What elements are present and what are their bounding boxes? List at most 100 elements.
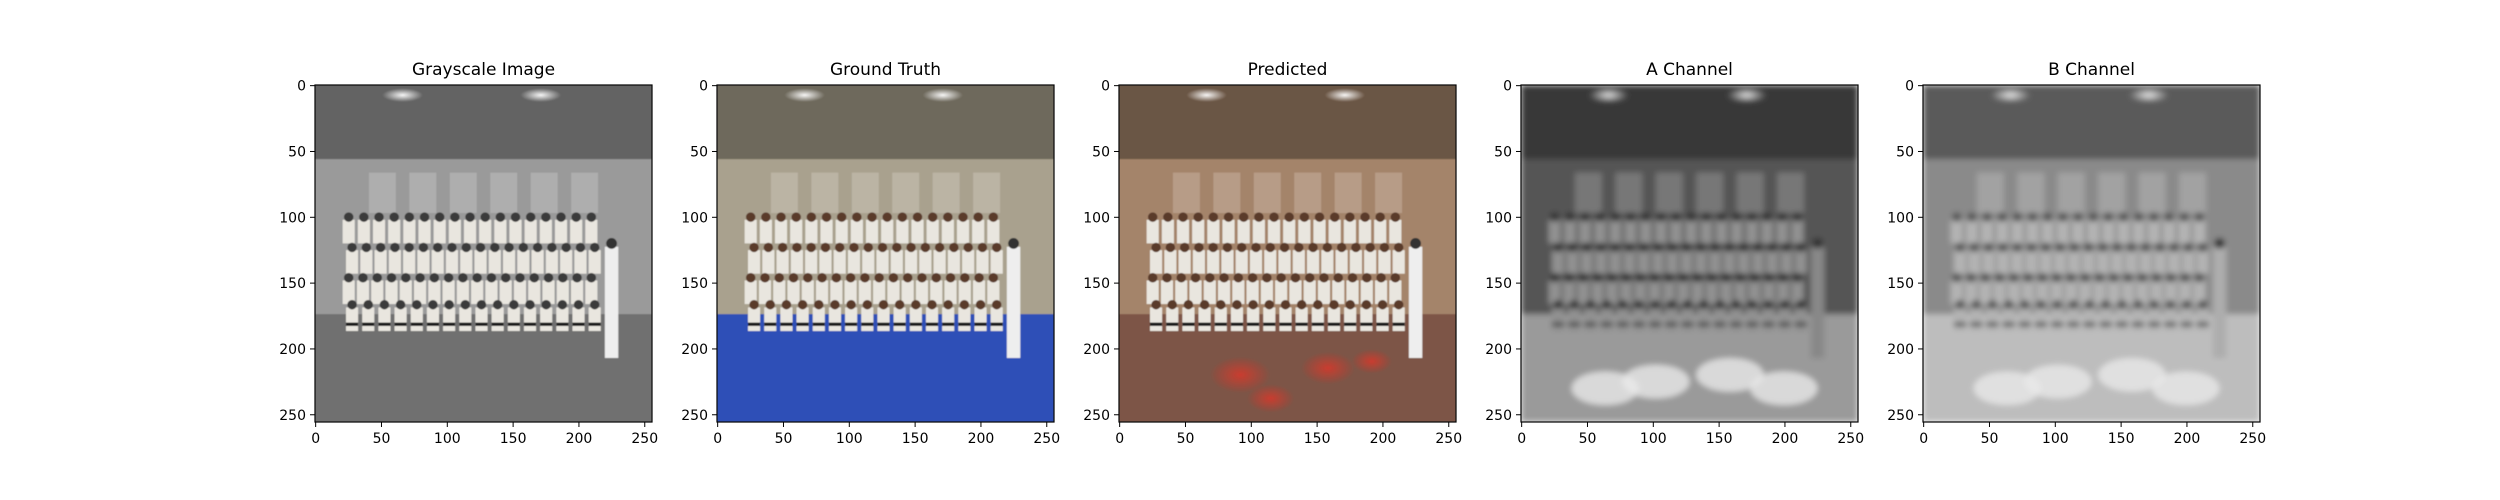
person-head <box>2037 273 2048 283</box>
person-body <box>2034 307 2048 332</box>
person-head <box>949 242 959 253</box>
person-body <box>528 280 541 305</box>
person-body <box>1729 307 1743 332</box>
person-body <box>1317 280 1331 305</box>
person-head <box>372 273 382 283</box>
person-head <box>1236 242 1247 253</box>
person-head <box>849 242 859 253</box>
panel-image <box>1923 85 2260 422</box>
person-head <box>1678 273 1688 283</box>
y-tick-label: 200 <box>279 342 306 358</box>
person-body <box>2193 280 2206 305</box>
person-body <box>774 219 788 244</box>
person-belt <box>426 322 440 326</box>
person-belt <box>346 322 359 326</box>
person-body <box>2153 250 2166 274</box>
person-head <box>1322 242 1333 253</box>
person-body <box>1192 250 1205 274</box>
person-head <box>2197 242 2208 253</box>
person-head <box>2083 242 2094 253</box>
wall-panel <box>851 172 879 214</box>
person-body <box>972 219 985 244</box>
person-head <box>2055 242 2065 253</box>
person-body <box>488 250 501 274</box>
person-head <box>480 212 490 222</box>
person-head <box>781 300 792 310</box>
person-body <box>491 307 504 332</box>
person-body <box>1203 280 1216 305</box>
person-body <box>881 219 894 244</box>
person-head <box>1753 242 1763 253</box>
person-body <box>805 250 818 274</box>
person-body <box>974 307 987 332</box>
person-head <box>1781 242 1792 253</box>
person-head <box>1313 300 1323 310</box>
person-head <box>2166 273 2176 283</box>
x-tick-label: 200 <box>1370 431 1397 447</box>
person-body <box>571 280 584 305</box>
person-head <box>1607 273 1617 283</box>
wall-panel <box>2179 172 2207 214</box>
person-body <box>1623 250 1636 274</box>
person-belt <box>410 322 423 326</box>
person-head <box>1151 242 1161 253</box>
person-head <box>1147 212 1158 222</box>
person-head <box>1610 212 1621 222</box>
person-head <box>1987 300 1998 310</box>
person-body <box>556 307 569 332</box>
person-body <box>574 250 587 274</box>
person-body <box>1609 219 1622 244</box>
person-body <box>1264 250 1277 274</box>
person-head <box>1254 212 1264 222</box>
person-body <box>588 250 601 274</box>
person-head <box>343 273 354 283</box>
person-head <box>1365 242 1375 253</box>
person-head <box>1698 300 1709 310</box>
person-body <box>2096 250 2109 274</box>
person-head <box>363 300 373 310</box>
person-head <box>803 273 813 283</box>
person-belt <box>1376 322 1389 326</box>
person-body <box>554 219 568 244</box>
person-belt <box>1327 322 1341 326</box>
person-body <box>858 280 871 305</box>
person-body <box>1175 280 1188 305</box>
person-head <box>2003 300 2014 310</box>
person-body <box>426 307 440 332</box>
person-head <box>911 300 921 310</box>
y-tick-label: 250 <box>1083 408 1110 424</box>
person-body <box>1746 307 1759 332</box>
person-head <box>2149 300 2159 310</box>
person-head <box>860 273 870 283</box>
person-body <box>1648 280 1661 305</box>
person-head <box>806 212 817 222</box>
person-head <box>2183 242 2194 253</box>
person-body <box>2099 307 2112 332</box>
panel-title: Grayscale Image <box>412 60 555 80</box>
person-body <box>1666 250 1679 274</box>
x-tick-label: 250 <box>2239 431 2266 447</box>
person-belt <box>2018 322 2031 326</box>
person-head <box>1724 242 1735 253</box>
person-head <box>1549 212 1560 222</box>
person-body <box>1548 280 1561 305</box>
person-head <box>1735 273 1745 283</box>
person-head <box>361 242 372 253</box>
person-belt <box>1263 322 1276 326</box>
person-body <box>2064 280 2077 305</box>
y-tick-label: 150 <box>279 276 306 292</box>
person-body <box>2018 307 2031 332</box>
ceiling-light <box>520 88 562 102</box>
person-head <box>2117 300 2127 310</box>
person-body <box>1677 280 1690 305</box>
person-body <box>1680 250 1693 274</box>
person-belt <box>1392 322 1405 326</box>
person-head <box>525 212 536 222</box>
person-body <box>2083 307 2096 332</box>
person-body <box>1150 250 1163 274</box>
person-head <box>1592 273 1603 283</box>
person-head <box>2080 273 2090 283</box>
person-body <box>2150 280 2163 305</box>
person-body <box>2162 219 2176 244</box>
